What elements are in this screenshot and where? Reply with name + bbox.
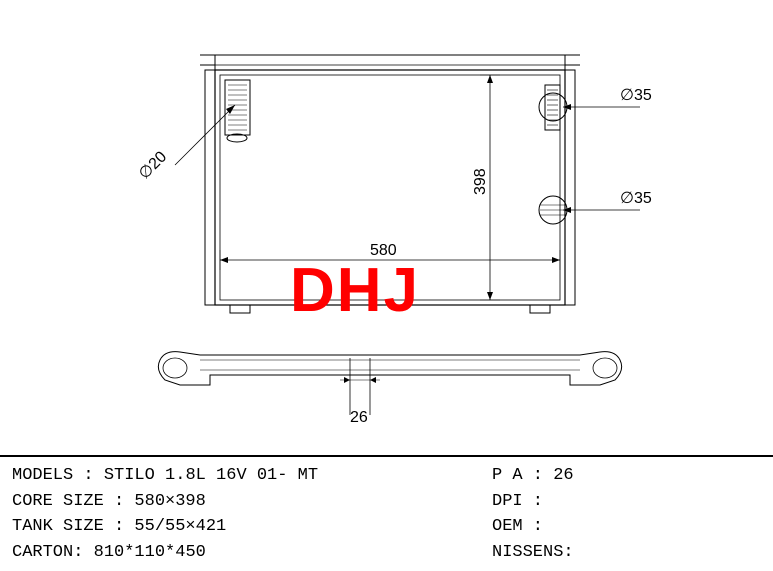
right-outlet-bottom <box>539 196 567 224</box>
dim-height-label: 398 <box>472 168 489 195</box>
spec-row-carton: CARTON: 810*110*450 NISSENS: <box>12 540 761 566</box>
core-size-value: 580×398 <box>134 492 205 511</box>
left-tank <box>205 70 215 305</box>
nissens-label: NISSENS: <box>492 543 574 562</box>
spec-row-models: MODELS : STILO 1.8L 16V 01- MT P A : 26 <box>12 463 761 489</box>
bottom-bracket-right <box>530 305 550 313</box>
models-label: MODELS : <box>12 466 94 485</box>
tank-size-label: TANK SIZE : <box>12 517 124 536</box>
spec-row-core: CORE SIZE : 580×398 DPI : <box>12 489 761 515</box>
carton-value: 810*110*450 <box>94 543 206 562</box>
dim-inlet-label: ∅20 <box>136 148 171 183</box>
dim-outlet-top-label: ∅35 <box>620 87 652 104</box>
radiator-diagram-svg: 580 398 ∅20 ∅35 ∅35 <box>0 10 773 430</box>
oem-label: OEM : <box>492 517 543 536</box>
spec-table: MODELS : STILO 1.8L 16V 01- MT P A : 26 … <box>0 455 773 571</box>
core-size-label: CORE SIZE : <box>12 492 124 511</box>
pa-value: 26 <box>553 466 573 485</box>
dpi-label: DPI : <box>492 492 543 511</box>
tank-size-value: 55/55×421 <box>134 517 226 536</box>
top-flange-left <box>200 65 580 70</box>
bottom-bracket-left <box>230 305 250 313</box>
top-flange-right <box>200 55 580 65</box>
technical-drawing: 580 398 ∅20 ∅35 ∅35 <box>0 10 773 430</box>
dim-outlet-bottom-diameter: ∅35 <box>563 190 652 213</box>
dim-outlet-bottom-label: ∅35 <box>620 190 652 207</box>
carton-label: CARTON: <box>12 543 83 562</box>
watermark-text: DHJ <box>290 255 420 326</box>
models-value: STILO 1.8L 16V 01- MT <box>104 466 318 485</box>
spec-row-tank: TANK SIZE : 55/55×421 OEM : <box>12 514 761 540</box>
dim-tube-label: 26 <box>350 409 368 426</box>
dim-tube-26: 26 <box>340 358 380 426</box>
right-outlet-top <box>539 85 567 130</box>
pa-label: P A : <box>492 466 543 485</box>
bottom-tube-view <box>158 352 621 385</box>
dim-outlet-top-diameter: ∅35 <box>563 87 652 110</box>
dim-height-398: 398 <box>472 75 500 300</box>
